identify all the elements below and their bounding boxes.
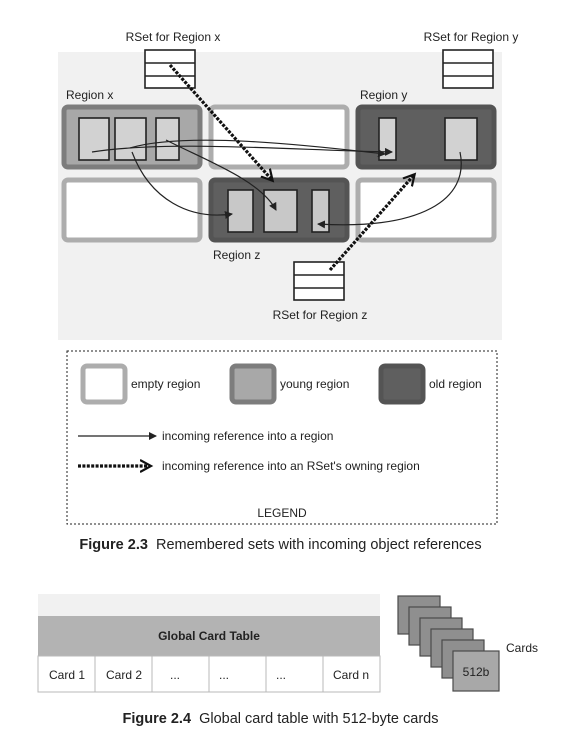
card-stack — [397, 595, 500, 692]
card-size-label: 512b — [463, 665, 490, 679]
card-table-title: Global Card Table — [158, 629, 260, 643]
card-cell-2: Card 2 — [106, 668, 142, 682]
legend-young-label: young region — [280, 377, 349, 391]
legend-young-swatch — [229, 363, 277, 405]
ref-arrow-x-to-y-upper — [129, 139, 386, 158]
rset-arrow-x-to-z — [168, 63, 272, 180]
legend-old-label: old region — [429, 377, 482, 391]
card-table-row — [37, 655, 381, 693]
figure-2-4-caption: Figure 2.4 Global card table with 512-by… — [0, 711, 561, 727]
region-x-label: Region x — [66, 88, 113, 102]
card-cell-n: Card n — [333, 668, 369, 682]
rset-z-label: RSet for Region z — [273, 308, 368, 322]
region-empty-top-middle — [208, 104, 350, 170]
figure-2-4-caption-text: Global card table with 512-byte cards — [199, 711, 439, 727]
rset-arrow-z-to-y — [328, 175, 414, 272]
figure-2-4-caption-number: Figure 2.4 — [122, 711, 192, 727]
legend-empty-swatch — [80, 363, 128, 405]
card-cell-3: ... — [170, 668, 180, 682]
card-cell-5: ... — [276, 668, 286, 682]
legend-thick-arrow-label: incoming reference into an RSet's owning… — [162, 459, 420, 473]
legend-empty-label: empty region — [131, 377, 200, 391]
figure-2-3-caption-number: Figure 2.3 — [79, 537, 148, 553]
region-z-old — [208, 177, 350, 243]
region-y-old — [355, 104, 497, 170]
rset-box-z — [293, 261, 345, 301]
rset-y-label: RSet for Region y — [424, 30, 519, 44]
legend-thin-arrow-label: incoming reference into a region — [162, 429, 333, 443]
rset-box-y — [442, 49, 494, 89]
figure-2-3-diagram: RSet for Region x RSet for Region y RSet… — [58, 30, 519, 525]
legend-old-swatch — [378, 363, 426, 405]
region-empty-bottom-right — [355, 177, 497, 243]
region-z-label: Region z — [213, 248, 260, 262]
region-y-label: Region y — [360, 88, 407, 102]
legend-title: LEGEND — [257, 506, 307, 520]
ref-arrow-x-to-z — [131, 151, 233, 219]
region-empty-bottom-left — [61, 177, 203, 243]
card-table-background — [38, 594, 380, 692]
card-table-header — [38, 616, 380, 656]
figure-2-3-caption-text: Remembered sets with incoming object ref… — [155, 537, 482, 553]
ref-arrow-y-to-z — [317, 151, 462, 229]
cards-label: Cards — [506, 641, 538, 655]
rset-box-x — [144, 49, 196, 89]
ref-arrow-x-to-z-inner — [165, 139, 277, 211]
card-cell-1: Card 1 — [49, 668, 85, 682]
rset-x-label: RSet for Region x — [126, 30, 221, 44]
card-cell-4: ... — [219, 668, 229, 682]
figure-2-3-caption: Figure 2.3 Remembered sets with incoming… — [0, 537, 561, 553]
region-x-young — [61, 104, 203, 170]
